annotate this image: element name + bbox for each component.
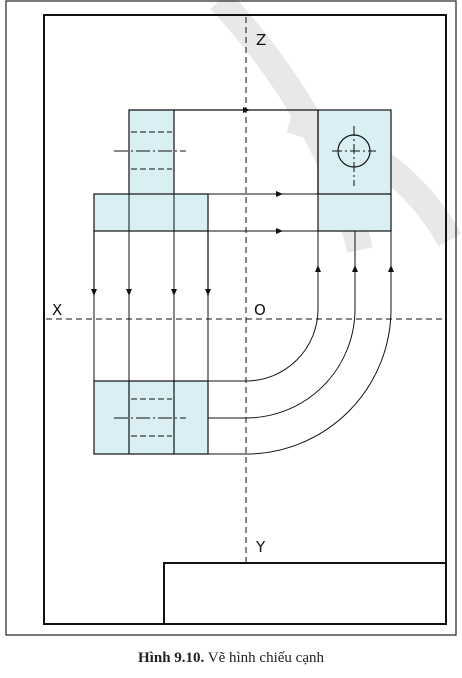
outer-frame bbox=[5, 0, 457, 636]
top-hidden-lines bbox=[114, 398, 186, 437]
axis-y-label: Y bbox=[255, 538, 266, 556]
transfer-arcs bbox=[208, 231, 394, 455]
axis-z-label: Z bbox=[256, 31, 266, 49]
projection-lines-horizontal bbox=[208, 107, 318, 234]
caption-text: Vẽ hình chiếu cạnh bbox=[204, 650, 324, 666]
title-block bbox=[163, 562, 447, 625]
caption-number: Hình 9.10. bbox=[138, 650, 205, 666]
projection-lines-vertical bbox=[91, 194, 211, 381]
axes bbox=[46, 17, 444, 562]
axis-x-label: X bbox=[52, 301, 62, 319]
inner-frame bbox=[43, 14, 447, 625]
front-hidden-lines bbox=[114, 131, 186, 170]
origin-label: O bbox=[254, 301, 266, 319]
side-centerlines bbox=[332, 126, 376, 186]
figure-caption: Hình 9.10. Vẽ hình chiếu cạnh bbox=[0, 650, 462, 667]
shaded-regions bbox=[94, 110, 391, 454]
